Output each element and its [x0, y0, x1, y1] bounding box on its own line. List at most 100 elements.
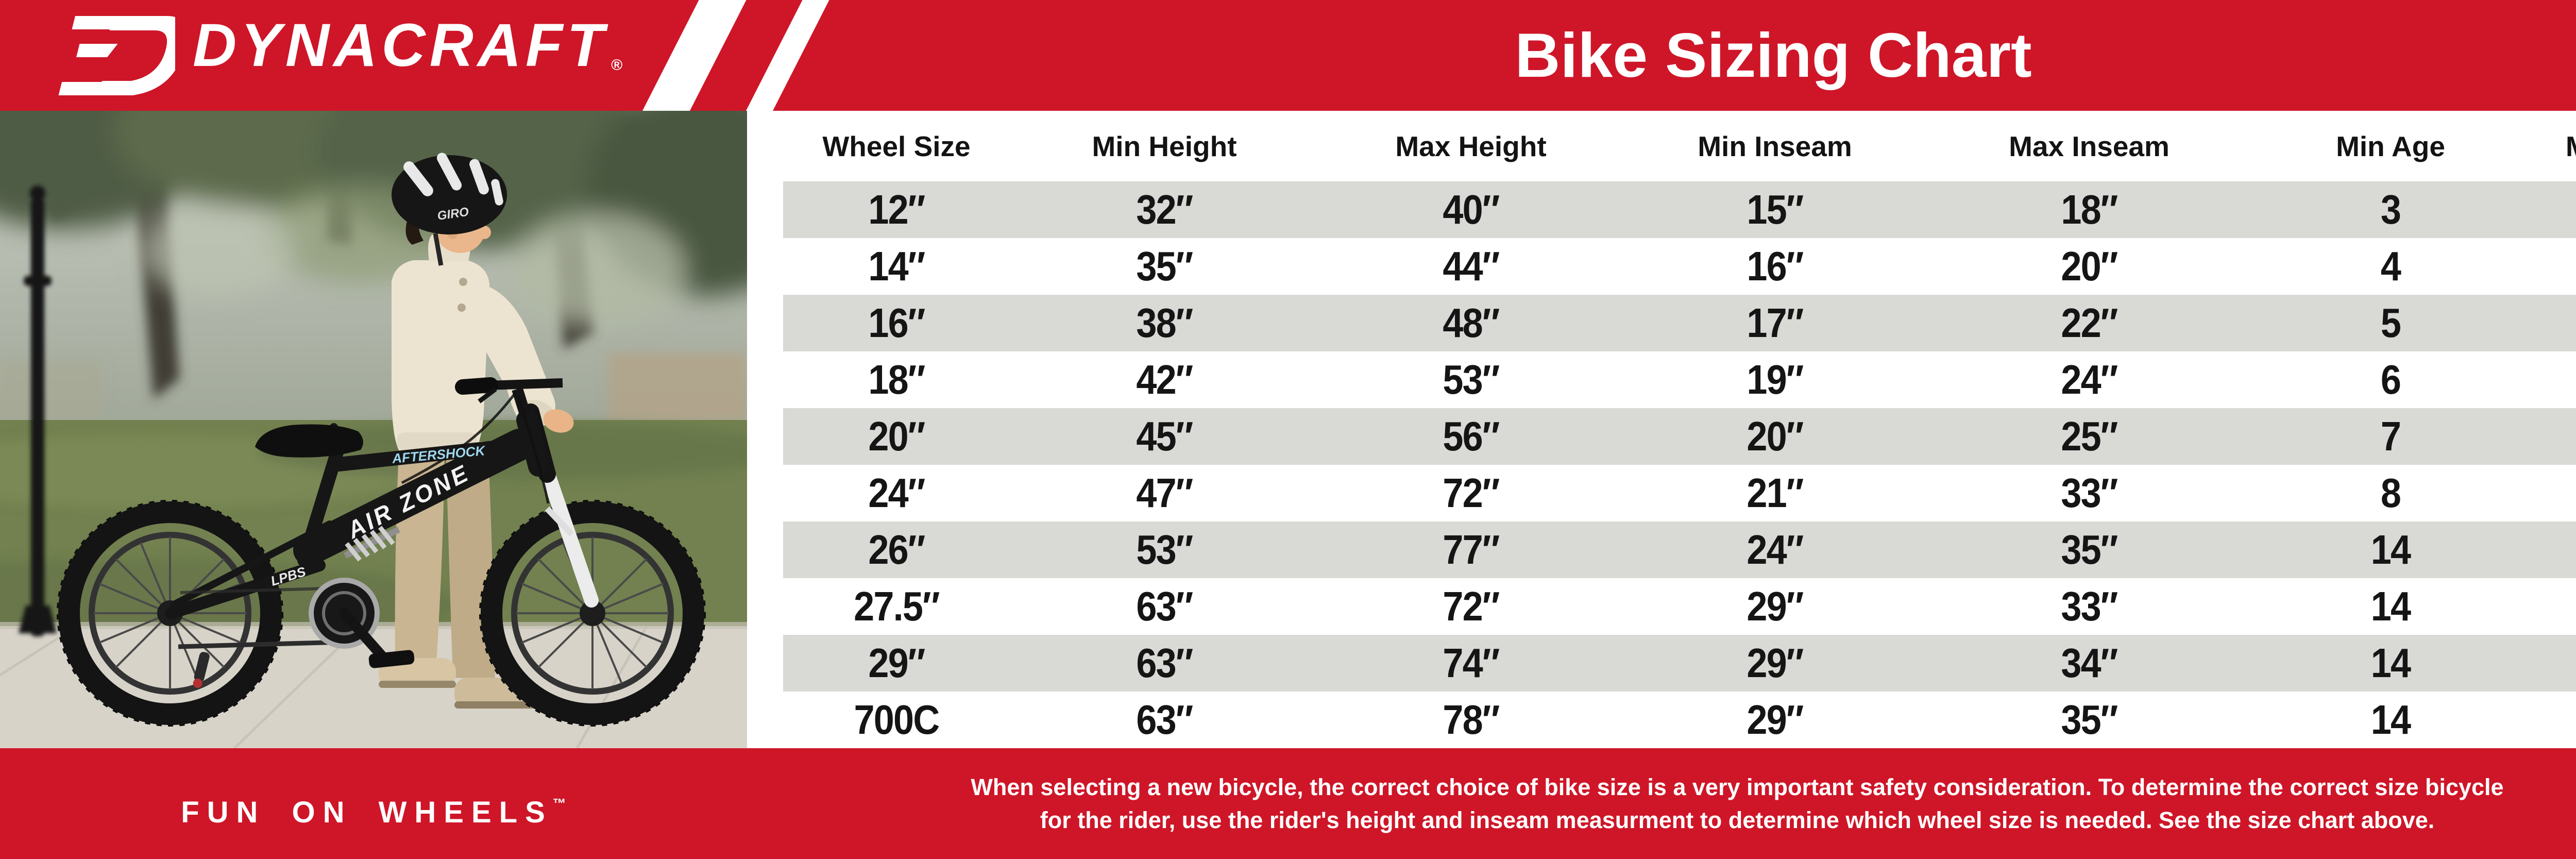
column-header: Max Inseam	[2009, 130, 2170, 162]
table-cell: 14	[2370, 583, 2411, 629]
column-header: Max Height	[1395, 130, 1547, 162]
front-brake	[545, 506, 574, 537]
table-cell: 29″	[1747, 640, 1804, 686]
table-cell: 14	[2370, 697, 2411, 743]
lamp-post	[19, 186, 57, 636]
table-cell: 77″	[1443, 527, 1500, 572]
table-cell: 4	[2380, 243, 2401, 289]
table-cell: 12″	[868, 187, 925, 232]
table-cell: 63″	[1136, 697, 1193, 743]
column-header: Min Inseam	[1698, 130, 1852, 162]
sweater-button	[459, 278, 467, 286]
column-header: Max Age	[2530, 130, 2576, 163]
column-header: Min Age	[2336, 130, 2445, 162]
table-cell: 20″	[2061, 243, 2118, 289]
table-cell: 63″	[1136, 640, 1193, 686]
table-cell: 18″	[2061, 187, 2118, 232]
table-cell: 35″	[2061, 527, 2118, 572]
table-cell: 9	[2539, 356, 2576, 403]
table-cell: 38″	[1136, 300, 1193, 346]
table-cell: 53″	[1443, 357, 1500, 402]
seat	[255, 424, 363, 458]
table-cell: 7	[2380, 413, 2401, 459]
table-cell: 32″	[1136, 187, 1193, 232]
table-cell: 6	[2539, 243, 2576, 290]
table-row: 26″ 53″ 77″ 24″ 35″ 14 99	[783, 521, 2576, 578]
table-cell: 14	[2370, 527, 2411, 572]
table-row: 700C 63″ 78″ 29″ 35″ 14 99	[783, 692, 2576, 748]
footer-bar: FUN ON WHEELS™ When selecting a new bicy…	[0, 748, 2576, 859]
table-cell: 40″	[1443, 187, 1500, 232]
table-cell: 700C	[854, 697, 940, 743]
table-cell: 20″	[1747, 413, 1804, 459]
size-table-body: 12″ 32″ 40″ 15″ 18″ 3 5 14″ 35″ 44″ 16″ 20″ 4 6 16″ 38″…	[783, 181, 2576, 748]
brand-name-text: DYNACRAFT	[193, 11, 608, 79]
left-shoe-sole	[379, 681, 456, 688]
diagonal-stripe-wide	[642, 0, 747, 111]
table-cell: 6	[2380, 357, 2401, 402]
bike: AIR ZONE AFTERSHOCK LPBS	[57, 377, 706, 727]
table-cell: 29″	[1747, 583, 1804, 629]
header-bar: DYNACRAFT ® Bike Sizing Chart	[0, 0, 2576, 111]
crank-arm	[339, 608, 389, 663]
table-cell: 47″	[1136, 470, 1193, 516]
table-cell: 99	[2539, 526, 2576, 574]
table-cell: 27.5″	[854, 583, 940, 629]
table-cell: 14″	[868, 243, 925, 289]
table-cell: 35″	[1136, 243, 1193, 289]
table-cell: 16″	[868, 300, 925, 346]
boy-arm	[473, 284, 555, 425]
table-cell: 99	[2539, 583, 2576, 630]
footer-note: When selecting a new bicycle, the correc…	[747, 748, 2576, 859]
table-cell: 24″	[1747, 527, 1804, 572]
brand-wordmark: DYNACRAFT ®	[193, 0, 626, 121]
distant-buildings	[0, 353, 747, 423]
column-header: Min Height	[1092, 130, 1237, 162]
slogan: FUN ON WHEELS™	[0, 748, 747, 859]
table-cell: 20″	[868, 413, 925, 459]
footer-note-line2: for the rider, use the rider's height an…	[1040, 806, 2435, 833]
table-cell: 44″	[1443, 243, 1500, 289]
table-cell: 25″	[2061, 413, 2118, 459]
table-row: 24″ 47″ 72″ 21″ 33″ 8 14	[783, 465, 2576, 521]
table-cell: 15″	[1747, 187, 1804, 232]
table-cell: 29″	[868, 640, 925, 686]
table-row: 27.5″ 63″ 72″ 29″ 33″ 14 99	[783, 578, 2576, 635]
table-cell: 53″	[1136, 527, 1193, 572]
boy-hand	[543, 409, 574, 433]
dynacraft-3d-monogram-icon	[58, 15, 175, 95]
footer-note-line1: When selecting a new bicycle, the correc…	[971, 773, 2504, 800]
table-cell: 33″	[2061, 470, 2118, 516]
size-table-header: Wheel Size Min Height Max Height Min Inseam…	[783, 111, 2576, 181]
table-cell: 72″	[1443, 583, 1500, 629]
photo-panel: GIRO	[0, 111, 747, 748]
table-cell: 24″	[868, 470, 925, 516]
table-cell: 19″	[1747, 357, 1804, 402]
table-cell: 21″	[1747, 470, 1804, 516]
sweater-button	[457, 304, 466, 312]
page-title: Bike Sizing Chart	[1515, 20, 2032, 90]
table-cell: 5	[2380, 300, 2401, 346]
helmet-vents	[403, 153, 503, 206]
brake-cable	[401, 392, 516, 484]
rear-shock	[344, 526, 400, 562]
brand-logo: DYNACRAFT ®	[57, 0, 626, 111]
table-cell: 18″	[868, 357, 925, 402]
table-row: 16″ 38″ 48″ 17″ 22″ 5 7	[783, 295, 2576, 351]
table-cell: 14	[2539, 469, 2576, 517]
table-cell: 17″	[1747, 300, 1804, 346]
table-row: 14″ 35″ 44″ 16″ 20″ 4 6	[783, 238, 2576, 295]
brake-cable	[517, 395, 550, 504]
table-cell: 8	[2380, 470, 2401, 516]
pedal	[368, 650, 415, 668]
boy-nose	[478, 226, 491, 239]
trademark-symbol: ™	[552, 796, 566, 811]
table-cell: 22″	[2061, 300, 2118, 346]
table-cell: 48″	[1443, 300, 1500, 346]
table-cell: 29″	[1747, 697, 1804, 743]
table-cell: 16″	[1747, 243, 1804, 289]
boy-hair	[405, 221, 423, 245]
table-cell: 56″	[1443, 413, 1500, 459]
table-cell: 14	[2370, 640, 2411, 686]
